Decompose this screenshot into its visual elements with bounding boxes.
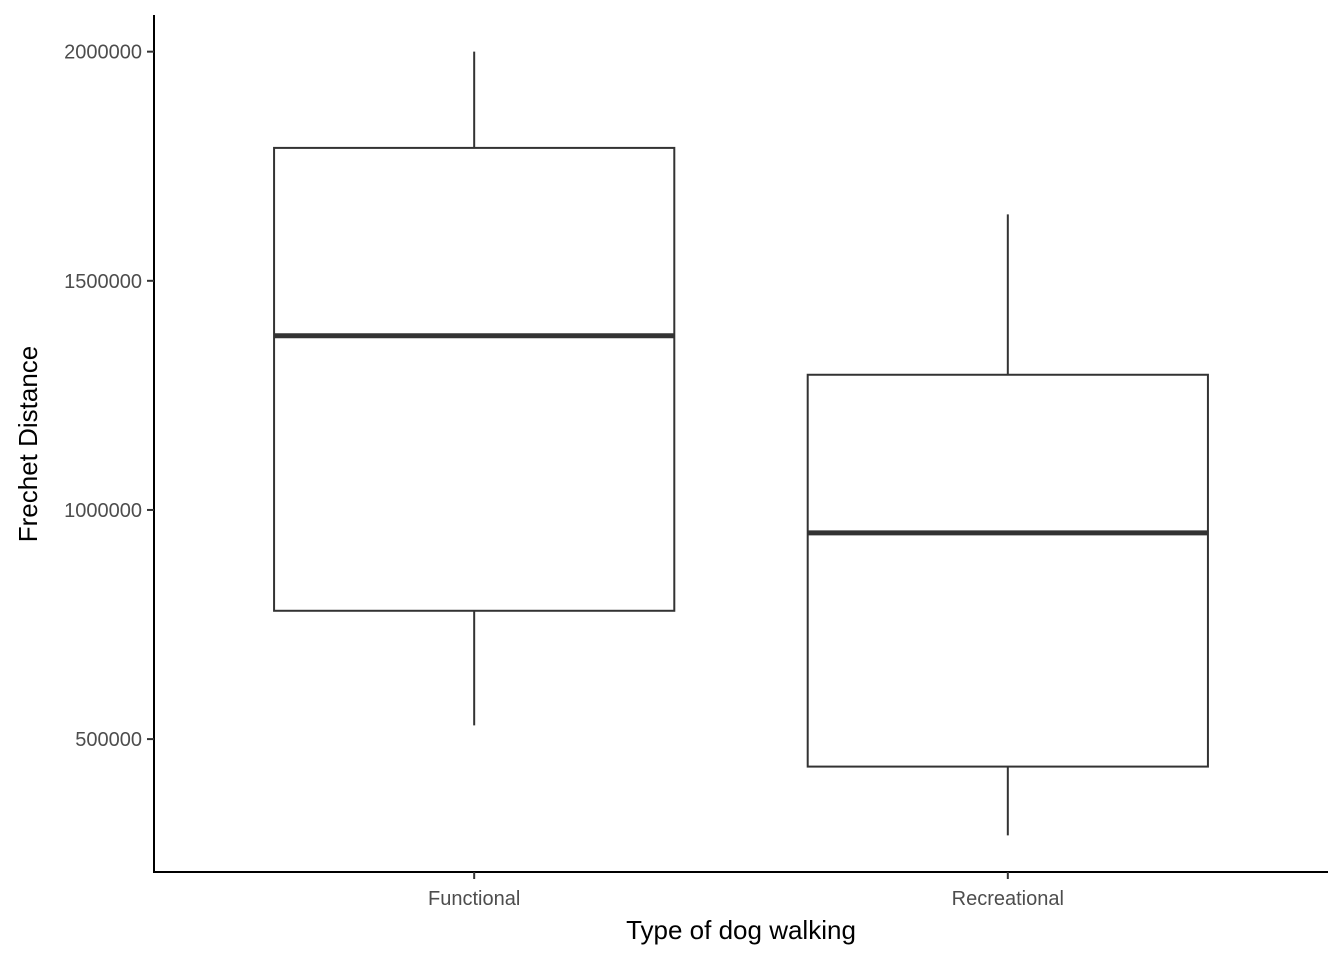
y-tick-label: 1000000 bbox=[64, 500, 142, 522]
y-axis-title: Frechet Distance bbox=[13, 346, 43, 543]
x-tick-label: Functional bbox=[428, 888, 520, 910]
x-axis-title: Type of dog walking bbox=[626, 915, 856, 945]
y-tick-label: 1500000 bbox=[64, 271, 142, 293]
box-iqr bbox=[806, 373, 1209, 768]
y-tick-label: 2000000 bbox=[64, 42, 142, 64]
axes bbox=[153, 15, 1328, 873]
y-tick-label: 500000 bbox=[75, 729, 142, 751]
y-ticks: 500000 1000000 1500000 2000000 bbox=[64, 42, 154, 751]
plot-marks bbox=[273, 51, 1209, 836]
x-tick-label: Recreational bbox=[952, 888, 1064, 910]
box-functional bbox=[273, 51, 676, 726]
box-iqr bbox=[273, 146, 676, 612]
x-ticks: Functional Recreational bbox=[428, 872, 1064, 910]
box-recreational bbox=[806, 214, 1209, 836]
